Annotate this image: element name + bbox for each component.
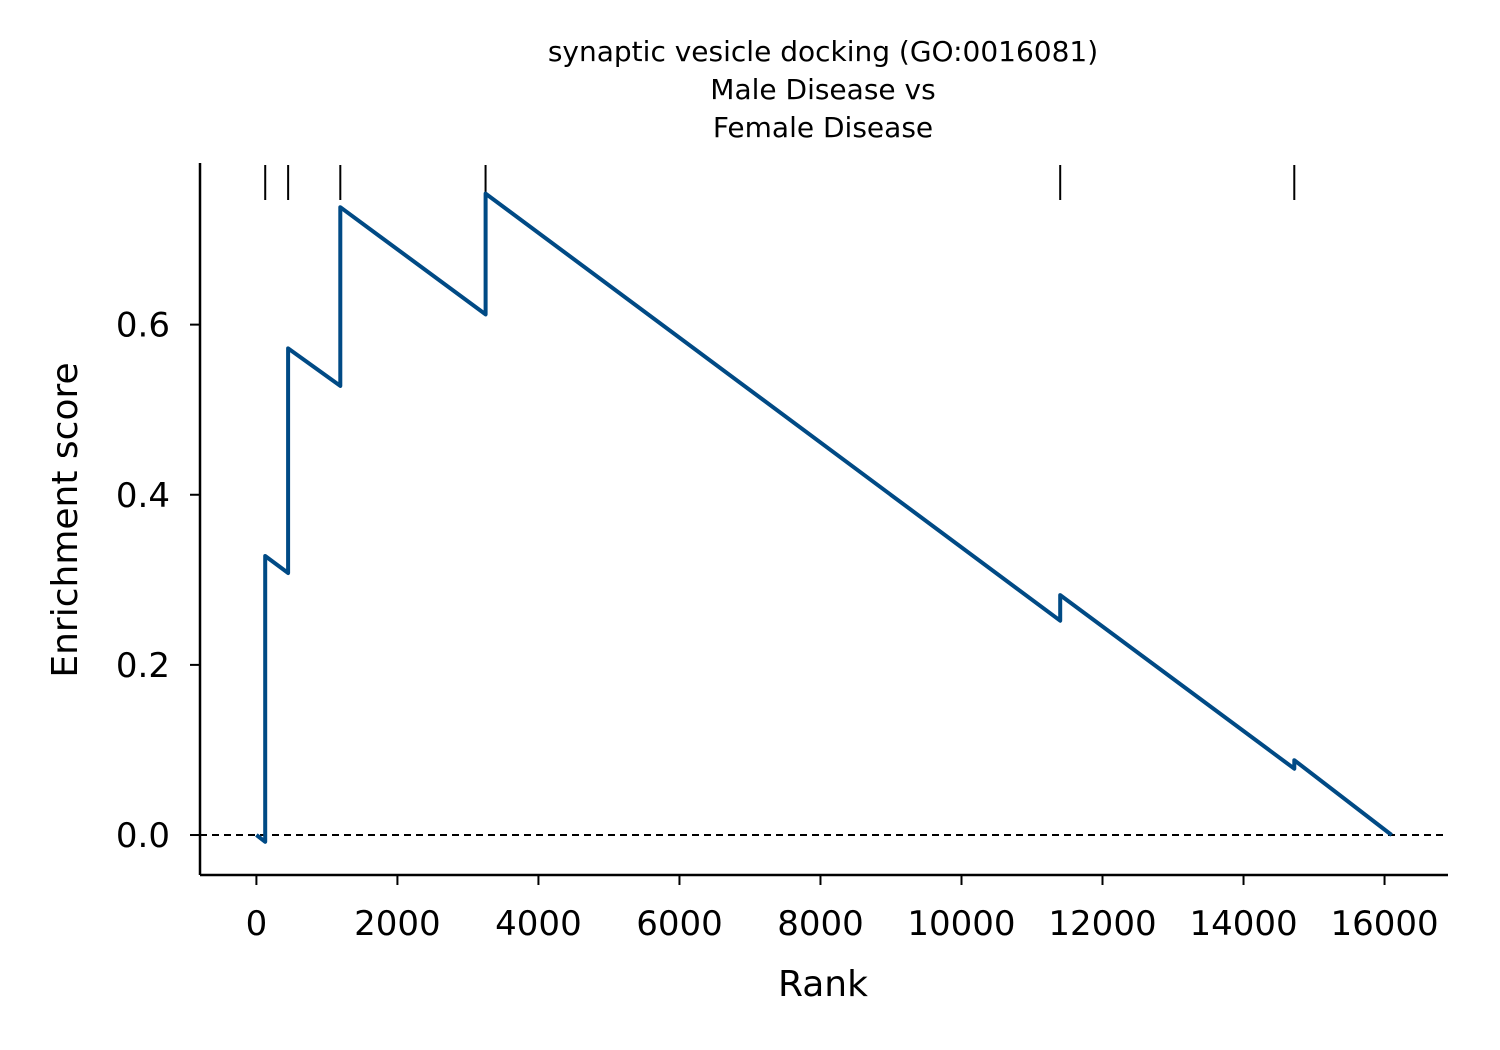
title-line-2: Male Disease vs <box>710 73 935 106</box>
y-tick-label: 0.2 <box>116 646 170 686</box>
x-tick-label: 14000 <box>1189 904 1297 944</box>
axes <box>198 163 1448 877</box>
x-tick-label: 10000 <box>907 904 1015 944</box>
x-tick-label: 8000 <box>777 904 864 944</box>
title-line-3: Female Disease <box>713 111 933 144</box>
x-tick-label: 6000 <box>636 904 723 944</box>
x-axis-ticks: 0 2000 4000 6000 8000 10000 12000 14000 16000 <box>246 875 1439 944</box>
title-line-1: synaptic vesicle docking (GO:0016081) <box>548 35 1098 68</box>
y-axis-ticks: 0.0 0.2 0.4 0.6 <box>116 306 200 856</box>
x-tick-label: 2000 <box>354 904 441 944</box>
x-tick-label: 16000 <box>1330 904 1438 944</box>
x-tick-label: 0 <box>246 904 268 944</box>
x-axis-label: Rank <box>778 964 868 1005</box>
x-tick-label: 12000 <box>1048 904 1156 944</box>
hit-marks <box>264 165 1296 200</box>
y-tick-label: 0.0 <box>116 816 170 856</box>
y-tick-label: 0.6 <box>116 306 170 346</box>
y-tick-label: 0.4 <box>116 476 170 516</box>
x-tick-label: 4000 <box>495 904 582 944</box>
enrichment-line-layer <box>255 191 1393 844</box>
y-axis-label: Enrichment score <box>45 362 86 677</box>
enrichment-score-line <box>255 191 1393 844</box>
chart-title: synaptic vesicle docking (GO:0016081) Ma… <box>548 35 1098 144</box>
